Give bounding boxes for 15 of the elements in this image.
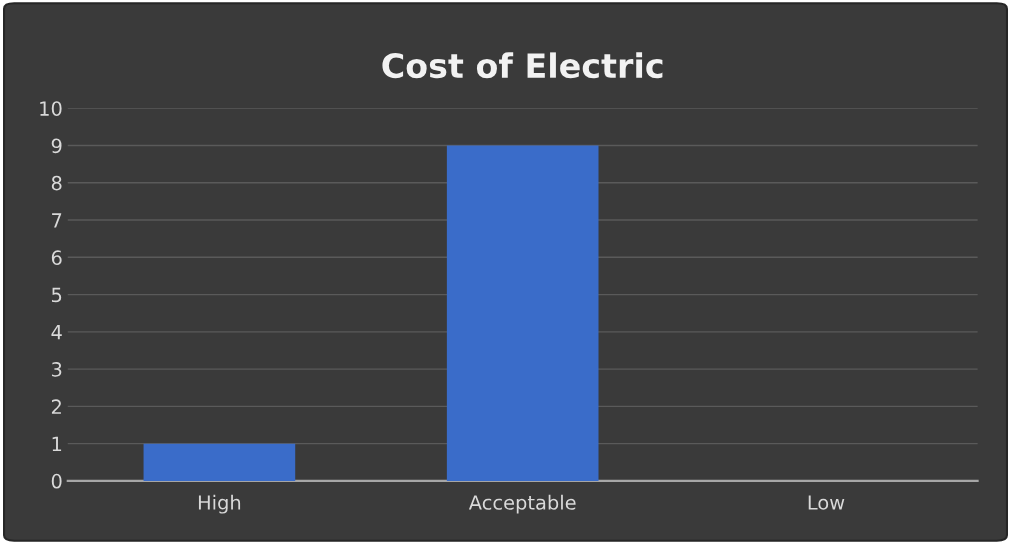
y-tick-label: 6 xyxy=(51,250,62,265)
y-tick-label: 0 xyxy=(51,473,62,489)
chart-title: Cost of Electric xyxy=(382,52,663,79)
x-tick-label: High xyxy=(198,494,241,514)
y-tick-label: 4 xyxy=(51,325,62,340)
y-tick-label: 3 xyxy=(51,362,62,377)
x-tick-label: Low xyxy=(808,495,845,510)
y-tick-label: 1 xyxy=(52,436,62,452)
y-tick-label: 2 xyxy=(51,399,61,414)
y-tick-label: 7 xyxy=(52,213,62,228)
y-tick-label: 8 xyxy=(51,175,62,191)
y-tick-label: 10 xyxy=(40,101,62,116)
y-tick-label: 9 xyxy=(51,138,62,154)
x-tick-label: Acceptable xyxy=(468,494,576,514)
y-tick-label: 5 xyxy=(52,287,62,303)
